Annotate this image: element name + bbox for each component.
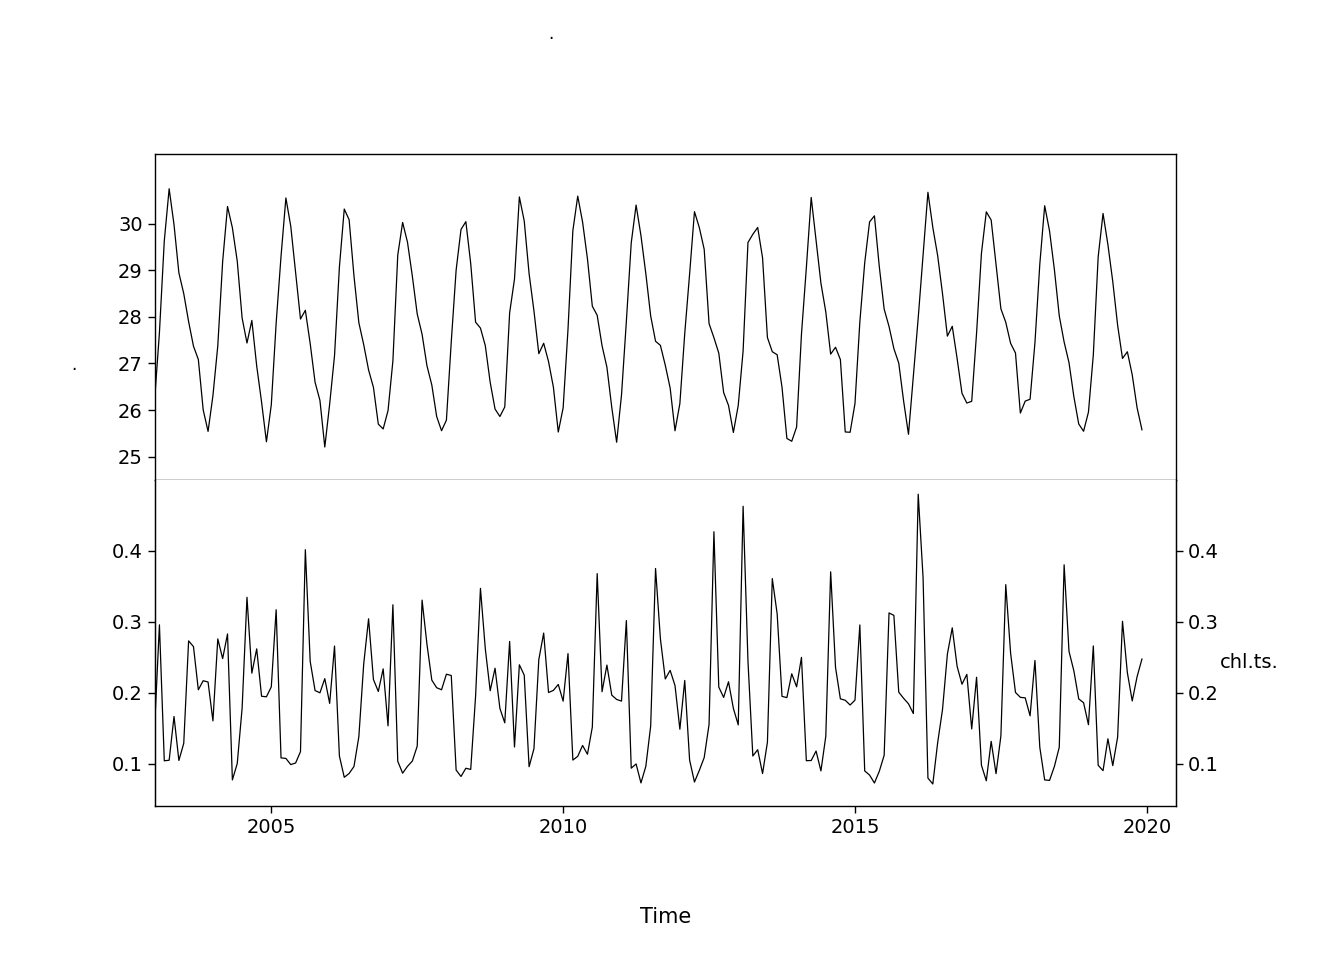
Text: chl.ts.: chl.ts.: [1220, 653, 1279, 672]
Text: .: .: [71, 356, 77, 373]
Text: .: .: [548, 25, 554, 42]
Text: Time: Time: [640, 907, 691, 926]
